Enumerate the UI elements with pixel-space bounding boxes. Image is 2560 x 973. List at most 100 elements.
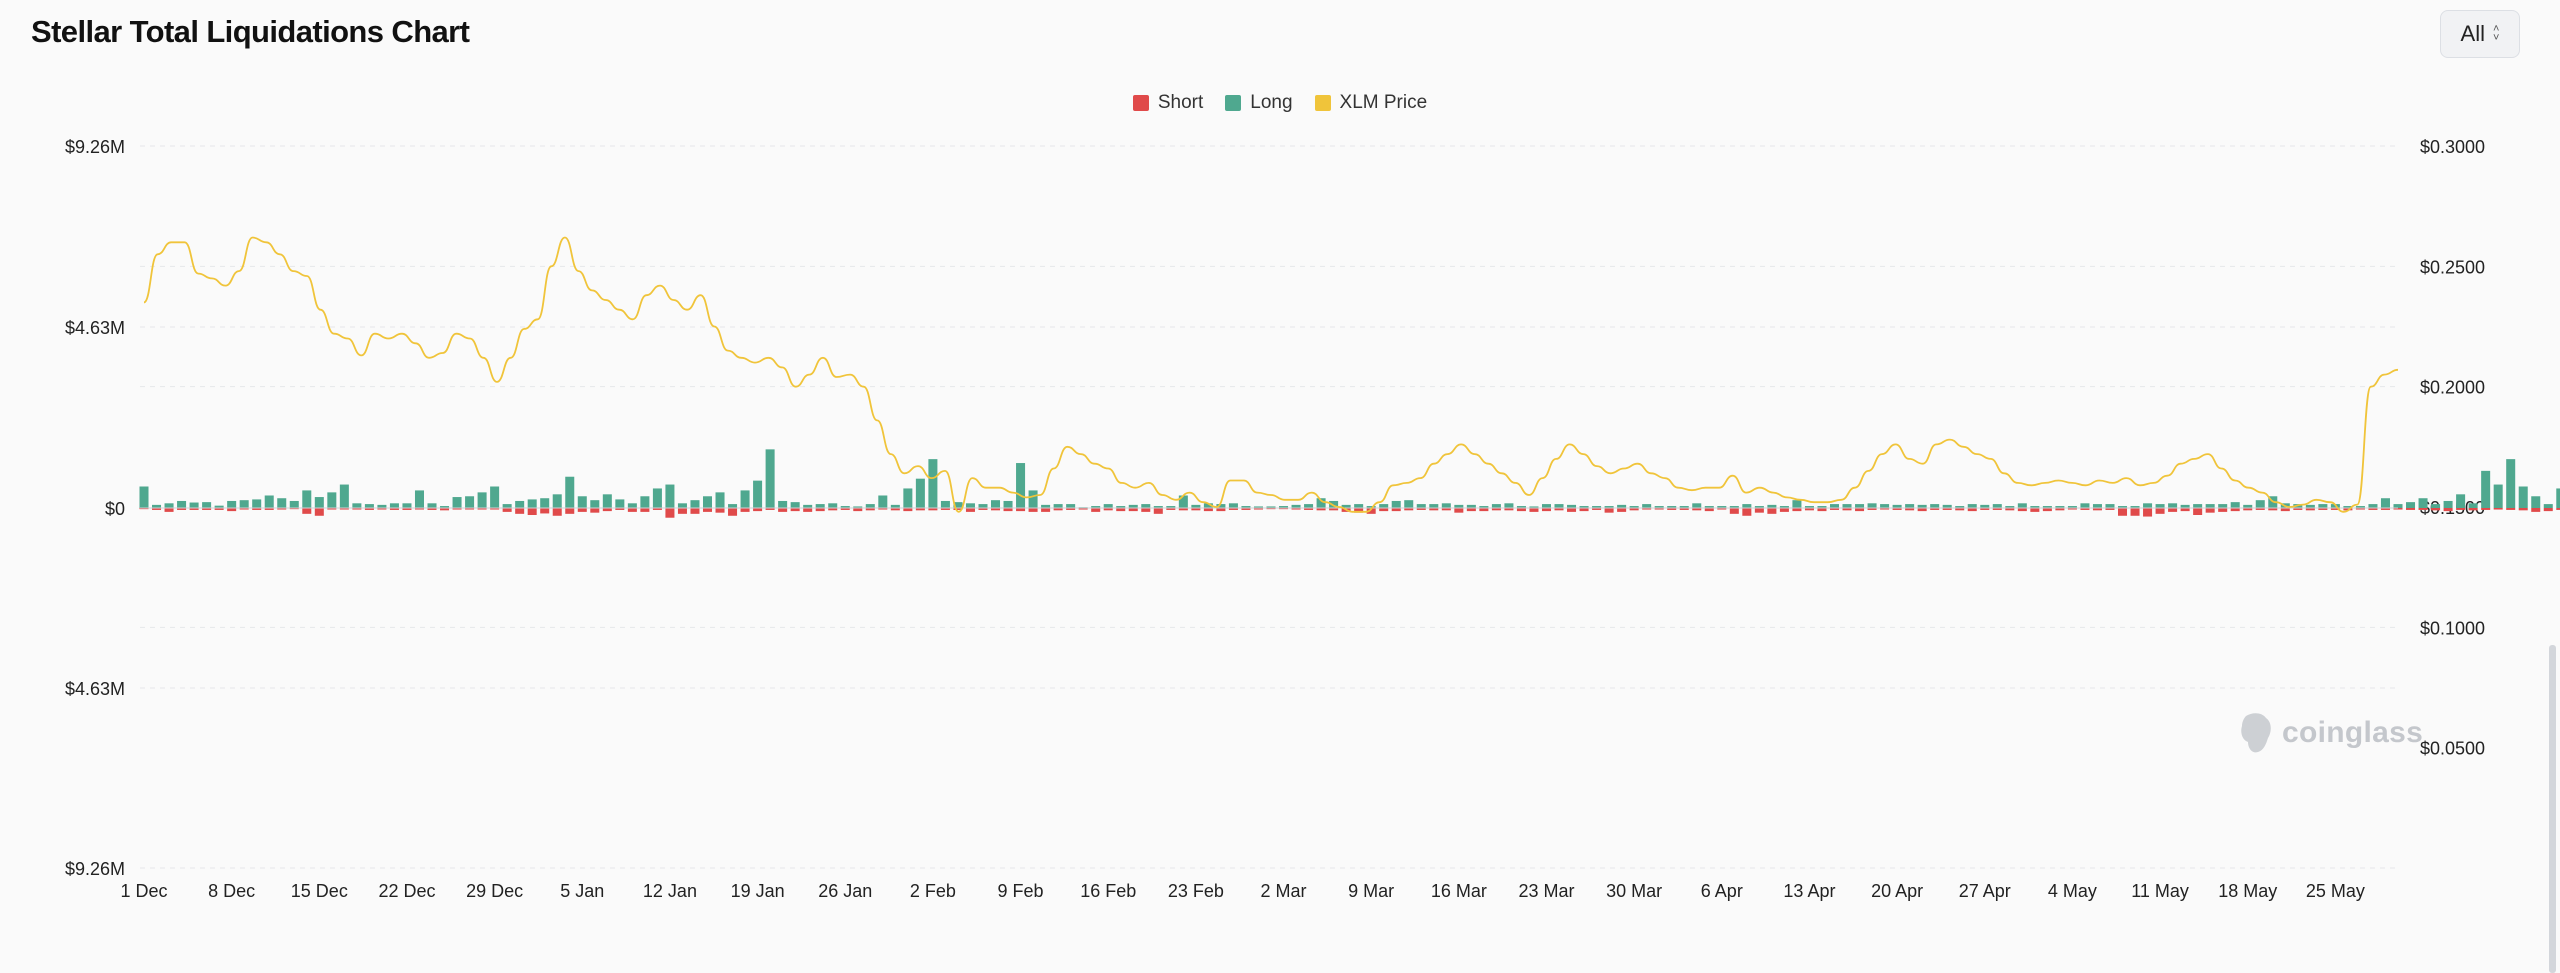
legend-item-long[interactable]: Long — [1225, 92, 1293, 114]
short-bar — [640, 508, 650, 512]
y-tick-label-left: $0 — [105, 499, 125, 519]
legend-label-xlm-price: XLM Price — [1339, 92, 1428, 113]
short-bar — [202, 508, 212, 510]
x-tick-label: 8 Dec — [208, 881, 255, 901]
short-bar — [665, 508, 675, 518]
short-bar — [627, 508, 637, 512]
short-bar — [2543, 508, 2553, 512]
short-bar — [414, 508, 424, 510]
short-bar — [1754, 508, 1764, 513]
long-bar — [1354, 504, 1364, 508]
short-bar — [515, 508, 525, 514]
long-bar — [1441, 503, 1451, 508]
x-tick-label: 19 Jan — [731, 881, 785, 901]
long-bar — [1166, 506, 1176, 508]
long-bar — [677, 503, 687, 508]
long-bar — [2393, 504, 2403, 508]
short-bar — [1003, 508, 1013, 512]
legend-item-short[interactable]: Short — [1132, 92, 1203, 114]
long-bar — [803, 504, 813, 508]
time-range-select[interactable]: All ˄ ˅ — [2440, 10, 2520, 58]
short-bar — [1554, 508, 1564, 511]
long-bar — [1642, 504, 1652, 508]
long-bar — [2456, 494, 2466, 508]
long-bar — [1366, 506, 1376, 508]
short-bar — [264, 508, 274, 510]
x-axis: 1 Dec 8 Dec 15 Dec 22 Dec 29 Dec 5 Jan 12 Jan 1… — [120, 881, 2364, 901]
short-bar — [815, 508, 825, 512]
short-bar — [139, 508, 149, 510]
long-bar — [1128, 504, 1138, 508]
long-bar — [1141, 504, 1151, 508]
long-bar — [2493, 484, 2503, 508]
long-bar — [1053, 504, 1063, 508]
short-bar — [1441, 508, 1451, 511]
long-bar — [402, 503, 412, 508]
short-bar — [2305, 508, 2315, 511]
legend-item-xlm-price[interactable]: XLM Price — [1314, 92, 1428, 114]
long-bar — [928, 459, 938, 508]
short-bar — [778, 508, 788, 512]
long-bar — [214, 505, 224, 508]
short-bar — [2080, 508, 2090, 510]
long-bar — [352, 503, 362, 508]
short-bar — [765, 508, 775, 510]
long-bar — [1191, 504, 1201, 508]
short-bar — [540, 508, 550, 514]
long-bar — [1717, 506, 1727, 508]
short-bar — [1955, 508, 1965, 511]
long-bar — [652, 488, 662, 508]
x-tick-label: 6 Apr — [1701, 881, 1743, 901]
short-bar — [1767, 508, 1777, 514]
short-bar — [878, 508, 888, 510]
long-bar — [252, 499, 262, 508]
long-bar — [1955, 506, 1965, 508]
long-bar — [815, 504, 825, 508]
short-bar — [277, 508, 287, 510]
short-bar — [2143, 508, 2153, 517]
x-tick-label: 15 Dec — [291, 881, 348, 901]
short-bar — [1041, 508, 1051, 512]
short-bar — [978, 508, 988, 510]
short-bar — [452, 508, 462, 510]
long-bar — [1967, 504, 1977, 508]
long-bar — [2105, 504, 2115, 508]
chevron-up-down-icon: ˄ ˅ — [2493, 23, 2500, 44]
short-bar — [2030, 508, 2040, 512]
long-bar — [1742, 504, 1752, 508]
long-bar — [527, 499, 537, 508]
y-tick-label-left: $4.63M — [65, 318, 125, 338]
short-bar — [189, 508, 199, 510]
long-bar — [728, 504, 738, 508]
x-tick-label: 11 May — [2131, 881, 2189, 901]
long-bar — [1416, 504, 1426, 508]
short-bar — [1980, 508, 1990, 510]
short-bar — [652, 508, 662, 510]
long-bar — [2481, 470, 2491, 508]
short-bar — [965, 508, 975, 512]
long-bar — [552, 494, 562, 508]
short-bar — [1203, 508, 1213, 512]
short-bar — [1028, 508, 1038, 512]
long-bar — [1579, 506, 1589, 508]
short-bar — [164, 508, 174, 512]
short-bar — [214, 508, 224, 510]
long-bar — [1867, 503, 1877, 508]
page-scrollbar[interactable] — [2549, 645, 2556, 973]
long-bar — [2255, 500, 2265, 508]
short-bar — [1829, 508, 1840, 510]
long-bar — [2368, 504, 2378, 508]
short-bar — [1103, 508, 1113, 511]
x-tick-label: 2 Feb — [910, 881, 956, 901]
long-bar — [1178, 495, 1188, 508]
xlm-price-line — [143, 236, 2399, 513]
long-bar — [465, 496, 475, 508]
long-bar — [1028, 490, 1038, 508]
long-bar — [1103, 504, 1113, 508]
long-bar — [2042, 506, 2052, 508]
long-bar — [1241, 506, 1251, 508]
long-bar — [2218, 504, 2228, 508]
short-bar — [2431, 508, 2441, 511]
short-bar — [2155, 508, 2165, 514]
